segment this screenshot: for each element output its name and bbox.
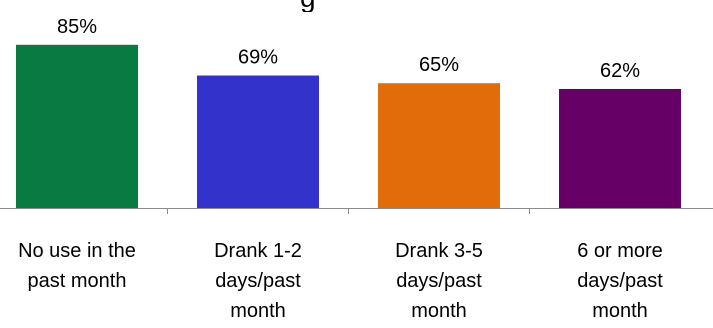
data-label-4: 62% [600,60,640,82]
data-label-group: 85% 69% 65% 62% [57,16,640,82]
x-axis [0,208,713,214]
bar-3 [378,83,500,208]
bar-1 [16,44,138,208]
x-tick-label-4: 6 or more days/past month [577,240,663,322]
bar-2 [197,75,319,209]
data-label-3: 65% [419,54,459,76]
chart-title-fragment: g [300,0,700,12]
data-label-2: 69% [238,47,278,69]
bar-group [16,44,681,209]
data-label-1: 85% [57,16,97,38]
x-tick-label-2: Drank 1-2 days/past month [214,240,302,322]
tick-label-group: No use in the past month Drank 1-2 days/pas… [18,240,663,322]
x-tick-label-3: Drank 3-5 days/past month [395,240,483,322]
x-tick-label-1: No use in the past month [18,240,136,292]
bar-4 [559,88,681,208]
